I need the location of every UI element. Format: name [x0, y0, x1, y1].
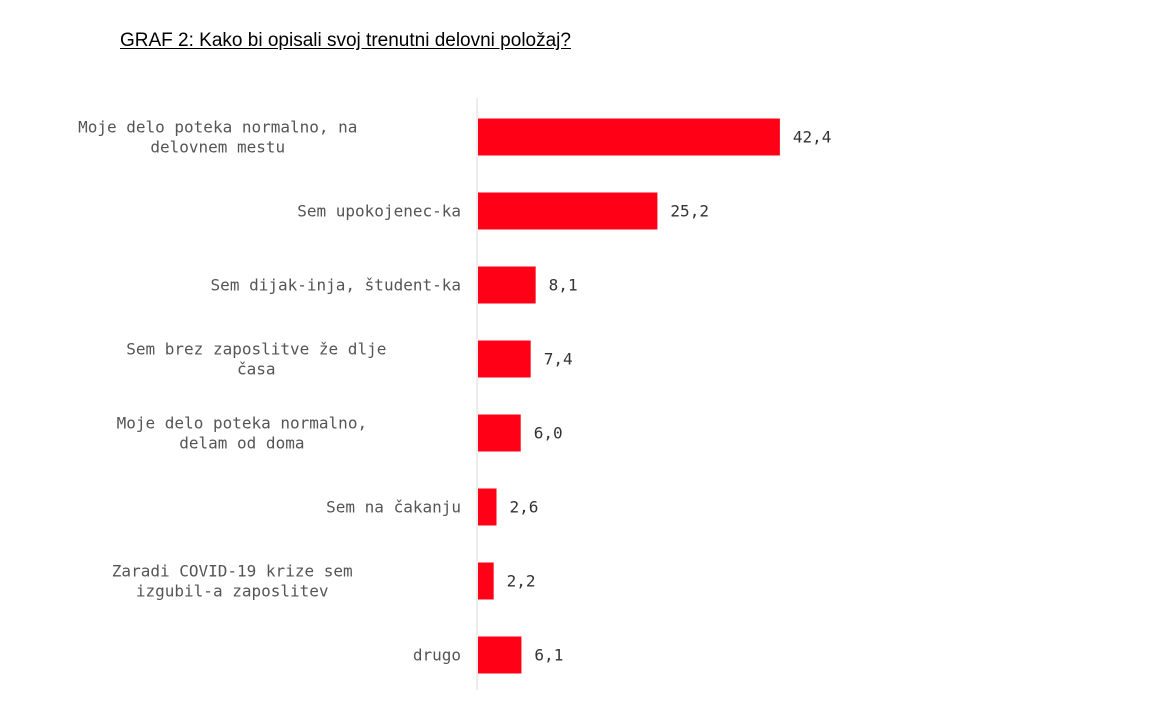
category-label-line: Zaradi COVID-19 krize sem [112, 562, 353, 581]
category-label-7: drugo [413, 646, 461, 665]
category-label-line: Sem upokojenec-ka [297, 202, 461, 221]
category-label-line: Moje delo poteka normalno, na [78, 118, 357, 137]
category-label-line: drugo [413, 646, 461, 665]
category-label-4: Moje delo poteka normalno, delam od doma [117, 414, 367, 453]
bar-0 [478, 118, 780, 156]
category-label-line: Sem dijak-inja, študent-ka [211, 276, 461, 295]
category-label-line: časa [237, 360, 276, 379]
category-labels-group: Moje delo poteka normalno, na delovnem me… [78, 118, 461, 665]
bar-1 [478, 192, 658, 230]
chart-title: GRAF 2: Kako bi opisali svoj trenutni de… [120, 30, 571, 51]
value-label-2: 8,1 [549, 276, 578, 295]
bar-5 [478, 488, 497, 526]
category-label-5: Sem na čakanju [326, 498, 461, 517]
value-label-0: 42,4 [793, 128, 832, 147]
value-label-1: 25,2 [670, 202, 709, 221]
value-labels-group: 42,4 25,2 8,1 7,4 6,0 2,6 2,2 6,1 [507, 128, 832, 665]
category-label-6: Zaradi COVID-19 krize sem izgubil-a zapos… [112, 562, 353, 601]
category-label-2: Sem dijak-inja, študent-ka [211, 276, 461, 295]
category-label-line: Moje delo poteka normalno, [117, 414, 367, 433]
category-label-line: izgubil-a zaposlitev [136, 582, 329, 601]
bar-7 [478, 636, 522, 674]
value-label-6: 2,2 [507, 572, 536, 591]
category-label-0: Moje delo poteka normalno, na delovnem me… [78, 118, 357, 157]
bar-6 [478, 562, 494, 600]
category-label-3: Sem brez zaposlitve že dlje časa [126, 340, 386, 379]
category-label-1: Sem upokojenec-ka [297, 202, 461, 221]
value-label-7: 6,1 [534, 646, 563, 665]
category-label-line: Sem na čakanju [326, 498, 461, 517]
bar-4 [478, 414, 521, 452]
value-label-4: 6,0 [534, 424, 563, 443]
value-label-3: 7,4 [544, 350, 573, 369]
category-label-line: delovnem mestu [150, 138, 285, 157]
bar-3 [478, 340, 531, 378]
bar-2 [478, 266, 536, 304]
category-label-line: Sem brez zaposlitve že dlje [126, 340, 386, 359]
value-label-5: 2,6 [510, 498, 539, 517]
category-label-line: delam od doma [179, 434, 304, 453]
bars-group [478, 118, 780, 674]
